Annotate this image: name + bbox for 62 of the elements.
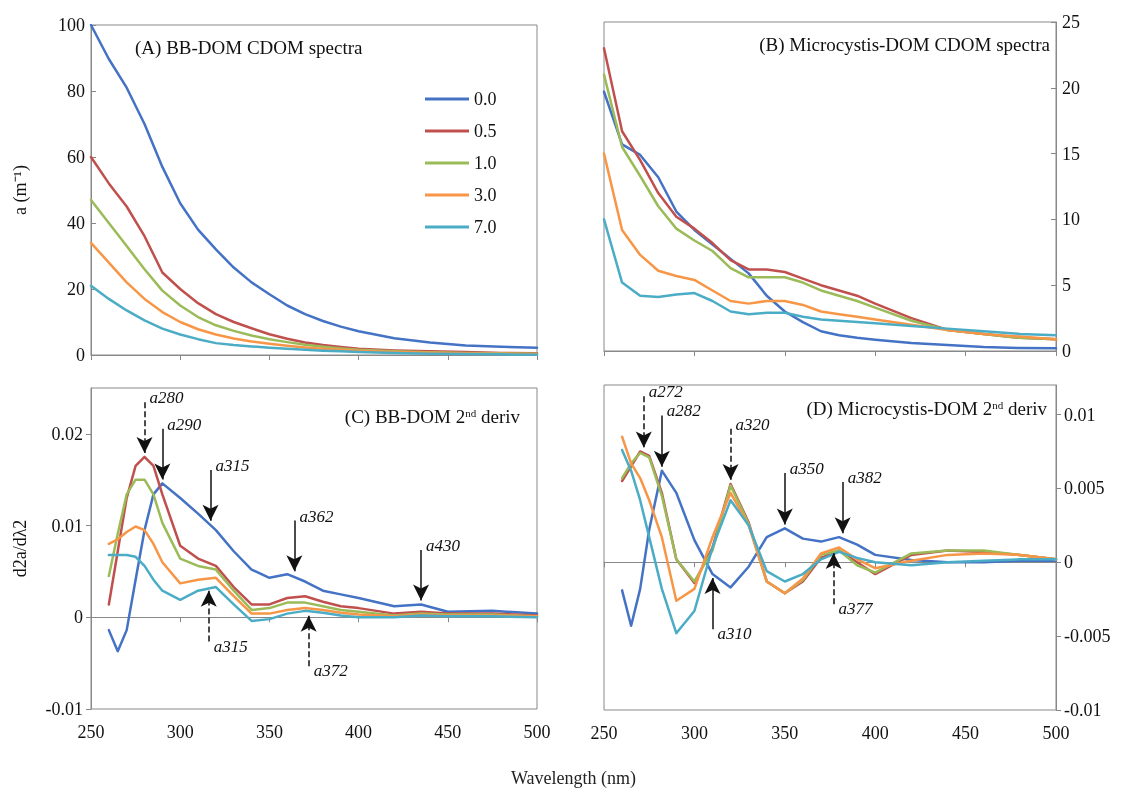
annotation: a377 — [838, 599, 875, 619]
y-tick-label: 40 — [67, 213, 85, 233]
y-tick-label: 20 — [67, 279, 85, 299]
y-tick-label: 10 — [1062, 209, 1080, 230]
x-tick-label: 300 — [166, 722, 194, 742]
annotation: a272 — [648, 382, 684, 402]
annotation: a320 — [735, 414, 771, 434]
y-tick-label: 15 — [1062, 143, 1080, 164]
line-series — [602, 152, 1058, 341]
x-tick-label: 300 — [680, 723, 708, 743]
x-tick-label: 250 — [77, 722, 105, 742]
y-tick-label: 25 — [1062, 12, 1080, 32]
legend-label: 0.5 — [474, 121, 497, 141]
y-tick-label: 0.02 — [51, 423, 83, 444]
x-tick-label: 450 — [434, 722, 462, 742]
legend-label: 0.0 — [474, 89, 497, 109]
annotation: a382 — [847, 467, 883, 487]
annotation: a362 — [299, 506, 334, 526]
x-tick-label: 350 — [771, 723, 799, 743]
text: (B) Microcystis-DOM CDOM spectra — [759, 34, 1051, 56]
annotation: a350 — [789, 459, 825, 479]
legend-label: 7.0 — [474, 217, 497, 237]
legend-label: 3.0 — [474, 185, 497, 205]
line-series — [602, 218, 1058, 337]
x-tick-label: 350 — [255, 722, 283, 742]
line-series — [89, 23, 539, 349]
y-tick-label: 80 — [67, 81, 85, 101]
x-tick-label: 500 — [1042, 723, 1070, 743]
y-tick-label: 0.01 — [51, 515, 83, 536]
x-tick-label: 250 — [590, 723, 618, 743]
annotation: a315 — [215, 456, 250, 476]
y-tick-label: 0.01 — [1064, 404, 1096, 425]
annotation: a310 — [717, 624, 752, 644]
x-tick-label: 400 — [861, 723, 889, 743]
y-tick-label: -0.005 — [1064, 626, 1111, 647]
y-axis-title: d2a/dλ2 — [10, 519, 30, 578]
annotation: a280 — [149, 388, 185, 408]
y-tick-label: 0 — [74, 607, 83, 628]
x-tick-label: 450 — [952, 723, 980, 743]
y-tick-label: -0.01 — [1064, 700, 1102, 720]
annotation: a315 — [213, 636, 248, 656]
y-tick-label: 20 — [1062, 77, 1080, 98]
y-tick-label: 60 — [67, 147, 85, 167]
y-tick-label: 5 — [1062, 275, 1071, 296]
line-series — [107, 482, 539, 653]
y-axis-title: a (m⁻¹) — [10, 165, 31, 215]
annotation: a372 — [313, 661, 349, 681]
annotation: a430 — [426, 535, 461, 555]
y-tick-label: 0.005 — [1064, 478, 1105, 499]
x-tick-label: 500 — [523, 722, 551, 742]
x-tick-label: 400 — [345, 722, 373, 742]
annotation: a290 — [167, 414, 202, 434]
y-tick-label: 100 — [58, 15, 85, 35]
y-tick-label: 0 — [1062, 341, 1071, 361]
y-tick-label: 0 — [1064, 552, 1073, 573]
x-axis-title: Wavelength (nm) — [510, 768, 637, 789]
y-tick-label: -0.01 — [45, 699, 83, 719]
text: (A) BB-DOM CDOM spectra — [135, 37, 364, 59]
annotation: a282 — [666, 401, 702, 421]
line-series — [107, 553, 539, 623]
y-tick-label: 0 — [76, 345, 85, 365]
legend-label: 1.0 — [474, 153, 497, 173]
